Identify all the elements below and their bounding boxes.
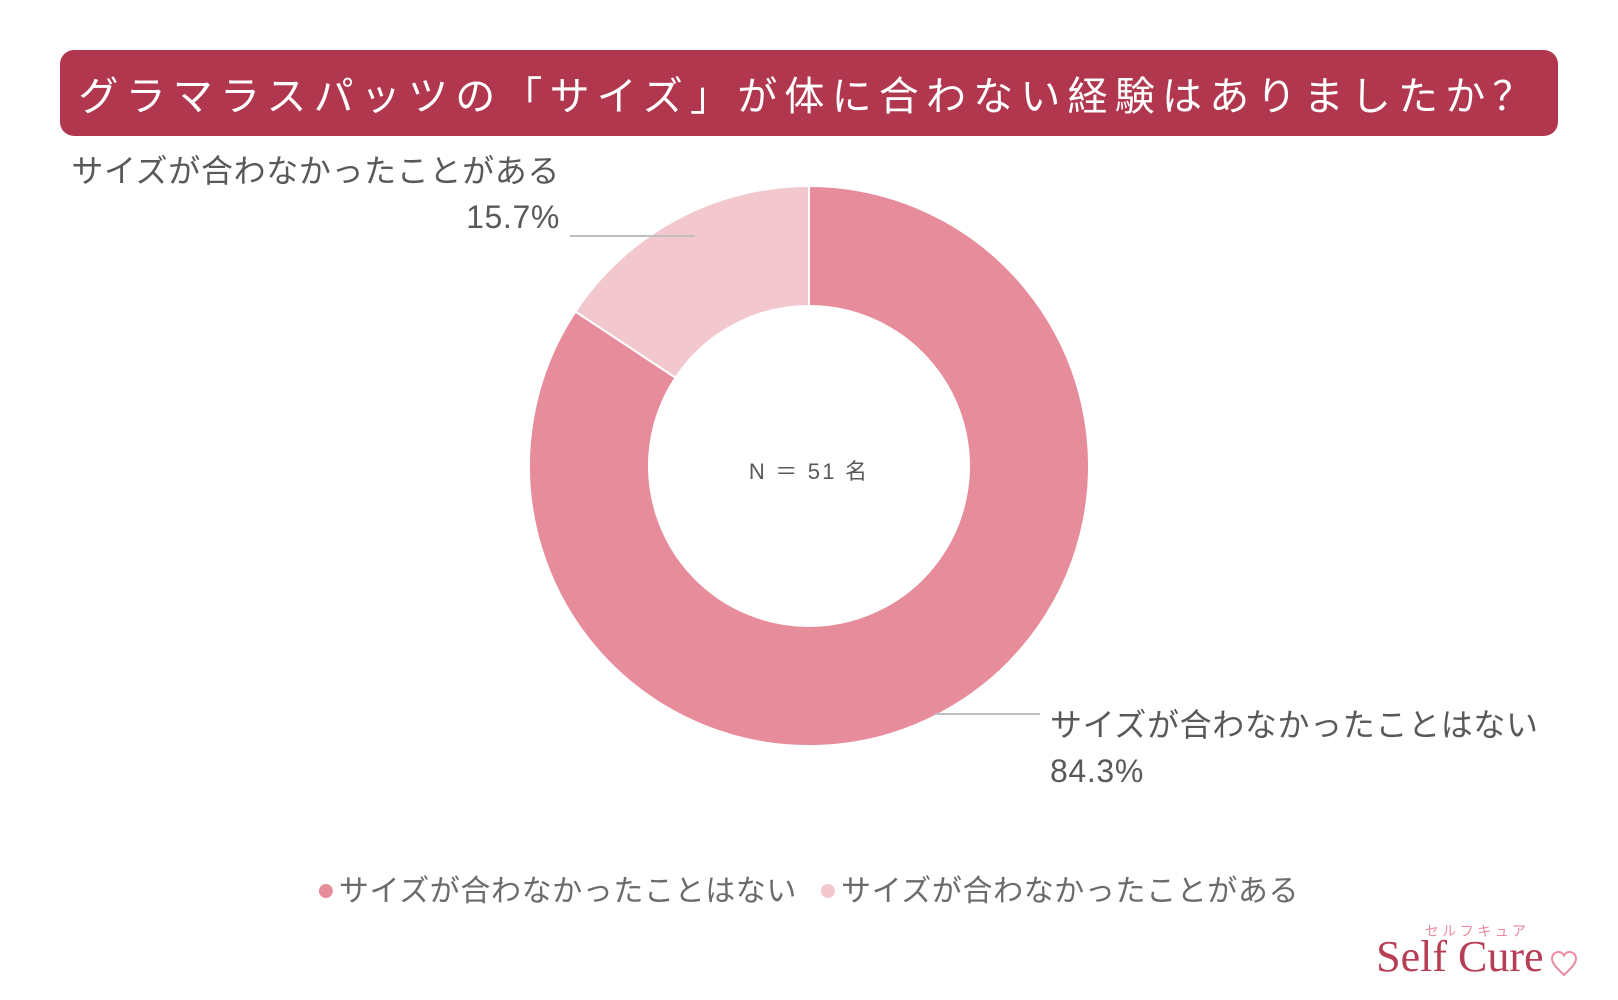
legend-label: サイズが合わなかったことがある: [841, 875, 1299, 908]
legend-dot: [821, 884, 835, 898]
callout-label: サイズが合わなかったことはない: [1050, 702, 1539, 748]
chart-area: N ＝ 51 名 サイズが合わなかったことがある 15.7% サイズが合わなかっ…: [0, 136, 1618, 896]
callout-no-issue: サイズが合わなかったことはない 84.3%: [1050, 702, 1539, 795]
legend-label: サイズが合わなかったことはない: [339, 875, 797, 908]
brand-en-text: Self Cure: [1376, 932, 1543, 981]
callout-percent: 15.7%: [71, 194, 560, 240]
legend-dot: [319, 884, 333, 898]
page-title: グラマラスパッツの「サイズ」が体に合わない経験はありましたか？: [60, 50, 1558, 136]
brand-logo: セルフキュア Self Cure: [1376, 921, 1578, 982]
callout-label: サイズが合わなかったことがある: [71, 148, 560, 194]
chart-legend: サイズが合わなかったことはない サイズが合わなかったことがある: [319, 866, 1299, 910]
callout-had-issue: サイズが合わなかったことがある 15.7%: [71, 148, 560, 241]
callout-percent: 84.3%: [1050, 748, 1539, 794]
heart-icon: [1550, 951, 1578, 982]
